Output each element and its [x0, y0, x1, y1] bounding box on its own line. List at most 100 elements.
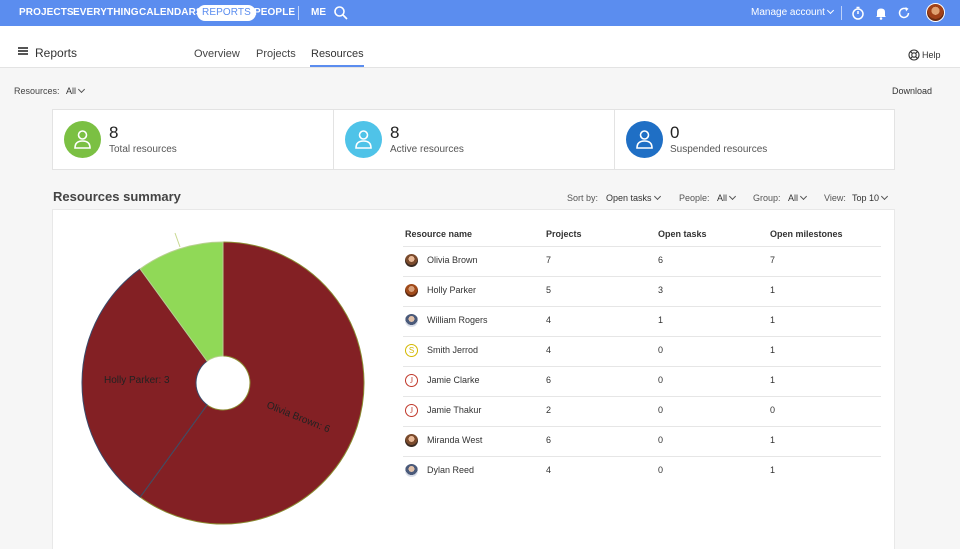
resources-filter-label: Resources: — [14, 86, 60, 96]
view-value: Top 10 — [852, 193, 880, 203]
toolbar-divider — [841, 6, 842, 20]
row-divider — [403, 456, 881, 457]
refresh-icon[interactable] — [896, 5, 912, 21]
open-milestones-count: 7 — [770, 255, 776, 265]
resource-name[interactable]: Miranda West — [427, 435, 483, 445]
chevron-down-icon — [728, 192, 737, 201]
nav-everything[interactable]: EVERYTHING — [73, 7, 139, 18]
resources-pie-chart — [81, 232, 365, 525]
people-dropdown[interactable]: All — [717, 192, 737, 203]
projects-count: 6 — [546, 375, 552, 385]
resource-name[interactable]: Jamie Clarke — [427, 375, 480, 385]
group-label: Group: — [753, 193, 781, 203]
tab-projects[interactable]: Projects — [256, 48, 296, 60]
projects-count: 4 — [546, 315, 552, 325]
chevron-down-icon — [826, 6, 834, 15]
sort-label: Sort by: — [567, 193, 599, 203]
section-title: Resources summary — [53, 189, 181, 204]
top-navigation-bar: PROJECTS EVERYTHING CALENDARS REPORTS PE… — [0, 0, 960, 26]
row-divider — [403, 366, 881, 367]
resource-name[interactable]: William Rogers — [427, 315, 488, 325]
tab-resources[interactable]: Resources — [311, 48, 364, 60]
sort-dropdown[interactable]: Open tasks — [606, 192, 661, 203]
resource-avatar — [405, 314, 418, 327]
projects-count: 7 — [546, 255, 552, 265]
open-tasks-count: 0 — [658, 345, 664, 355]
resource-avatar — [405, 464, 418, 477]
stat-total-label: Total resources — [109, 144, 177, 155]
group-dropdown[interactable]: All — [788, 192, 808, 203]
column-header-open-milestones[interactable]: Open milestones — [770, 229, 843, 239]
stat-suspended-icon-circle — [626, 121, 663, 158]
stat-suspended-label: Suspended resources — [670, 144, 768, 155]
open-tasks-count: 3 — [658, 285, 664, 295]
tab-overview[interactable]: Overview — [194, 48, 240, 60]
nav-reports[interactable]: REPORTS — [197, 5, 256, 21]
resource-avatar — [405, 284, 418, 297]
resource-name[interactable]: Dylan Reed — [427, 465, 475, 475]
row-divider — [403, 396, 881, 397]
user-avatar[interactable] — [926, 3, 945, 22]
open-tasks-count: 0 — [658, 375, 664, 385]
chevron-down-icon — [653, 192, 661, 201]
pie-leader-line — [174, 232, 181, 248]
pie-slice-william-rogers[interactable] — [139, 241, 224, 362]
open-milestones-count: 1 — [770, 315, 776, 325]
user-icon — [636, 130, 653, 149]
manage-account-label: Manage account — [751, 7, 825, 18]
people-value: All — [717, 193, 728, 203]
download-button[interactable]: Download — [892, 86, 933, 96]
manage-account-menu[interactable]: Manage account — [751, 6, 834, 18]
open-milestones-count: 0 — [770, 405, 776, 415]
resource-name[interactable]: Smith Jerrod — [427, 345, 479, 355]
hamburger-menu-icon[interactable] — [18, 47, 28, 55]
column-header-open-tasks[interactable]: Open tasks — [658, 229, 707, 239]
nav-projects[interactable]: PROJECTS — [19, 7, 74, 18]
chevron-down-icon — [880, 192, 889, 201]
nav-people[interactable]: PEOPLE — [254, 7, 296, 18]
open-milestones-count: 1 — [770, 285, 776, 295]
open-tasks-count: 6 — [658, 255, 664, 265]
lifebuoy-icon — [908, 49, 920, 61]
resource-name[interactable]: Jamie Thakur — [427, 405, 482, 415]
stat-active-number: 8 — [390, 123, 400, 142]
open-milestones-count: 1 — [770, 375, 776, 385]
resource-avatar: S — [405, 344, 418, 357]
nav-calendars[interactable]: CALENDARS — [139, 7, 203, 18]
projects-count: 4 — [546, 345, 552, 355]
resource-name[interactable]: Holly Parker — [427, 285, 477, 295]
resource-avatar — [405, 434, 418, 447]
view-label: View: — [824, 193, 846, 203]
projects-count: 4 — [546, 465, 552, 475]
search-icon[interactable] — [333, 5, 349, 21]
resources-filter-dropdown[interactable]: All — [66, 85, 86, 96]
timer-icon[interactable] — [850, 5, 866, 21]
open-tasks-count: 0 — [658, 405, 664, 415]
resources-filter-value: All — [66, 86, 77, 96]
projects-count: 6 — [546, 435, 552, 445]
nav-me[interactable]: ME — [311, 7, 327, 18]
bell-icon[interactable] — [873, 5, 889, 21]
column-header-projects[interactable]: Projects — [546, 229, 582, 239]
chevron-down-icon — [77, 85, 86, 94]
user-icon — [355, 130, 372, 149]
pie-slice-holly-parker[interactable] — [81, 268, 208, 498]
resource-avatar — [405, 254, 418, 267]
people-label: People: — [679, 193, 710, 203]
nav-divider — [298, 6, 299, 20]
pie-slice-olivia-brown[interactable] — [139, 241, 365, 525]
projects-count: 2 — [546, 405, 552, 415]
stat-total-number: 8 — [109, 123, 119, 142]
resource-name[interactable]: Olivia Brown — [427, 255, 478, 265]
row-divider — [403, 276, 881, 277]
view-dropdown[interactable]: Top 10 — [852, 192, 889, 203]
user-icon — [74, 130, 91, 149]
stat-divider — [333, 110, 334, 169]
active-tab-indicator — [310, 65, 364, 67]
help-label: Help — [922, 50, 941, 60]
column-header-resource-name[interactable]: Resource name — [405, 229, 473, 239]
stat-divider — [614, 110, 615, 169]
table-header-divider — [403, 246, 881, 247]
stat-suspended-number: 0 — [670, 123, 680, 142]
open-tasks-count: 0 — [658, 435, 664, 445]
